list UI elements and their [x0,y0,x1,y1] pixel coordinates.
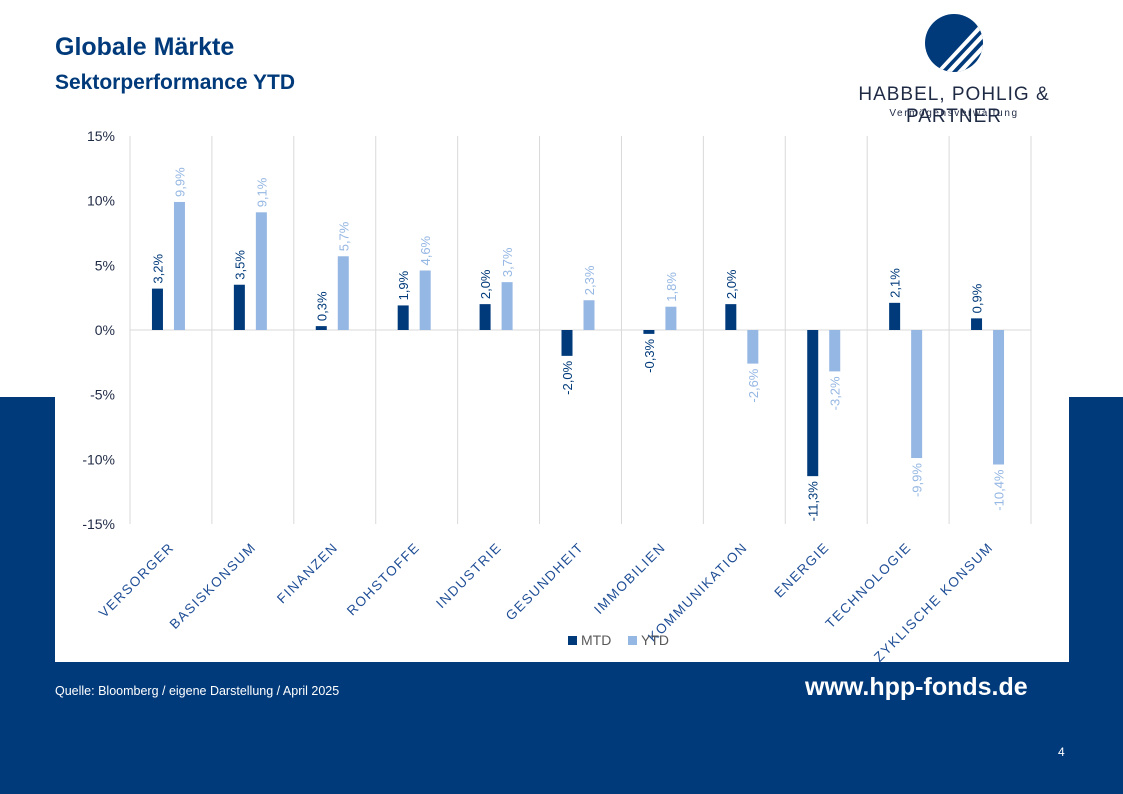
y-tick-label: -10% [82,451,115,467]
data-label-ytd: -2,6% [746,368,761,402]
bar-mtd [725,304,737,330]
x-category-label: GESUNDHEIT [503,540,587,624]
x-category-label: ROHSTOFFE [344,540,423,619]
data-label-mtd: -0,3% [642,338,657,372]
data-label-mtd: 1,9% [396,270,411,300]
data-label-ytd: 2,3% [582,265,597,295]
bar-ytd [255,212,267,330]
y-tick-label: 10% [87,193,115,209]
x-category-label: BASISKONSUM [167,540,259,632]
y-tick-label: 0% [95,322,115,338]
data-label-mtd: 0,3% [314,291,329,321]
data-label-ytd: -9,9% [910,463,925,497]
bar-mtd [561,330,573,356]
bar-mtd [971,318,983,330]
bar-mtd [889,302,901,330]
x-category-label: ENERGIE [771,540,832,601]
logo-company-name: HABBEL, POHLIG & PARTNER [858,84,1050,127]
x-category-label: FINANZEN [274,540,341,607]
bar-mtd [807,330,819,477]
bar-ytd [993,330,1005,465]
data-label-mtd: 2,0% [478,269,493,299]
bar-ytd [583,300,595,330]
y-tick-label: -5% [90,387,115,403]
data-label-ytd: 4,6% [418,235,433,265]
data-label-ytd: 1,8% [664,272,679,302]
data-label-ytd: 9,9% [172,167,187,197]
legend-swatch-ytd [628,636,637,645]
bar-mtd [643,330,655,334]
y-tick-label: -15% [82,516,115,532]
data-label-mtd: 2,0% [724,269,739,299]
x-category-label: INDUSTRIE [433,540,505,612]
bar-mtd [315,326,327,330]
bar-ytd [173,201,185,330]
x-category-label: IMMOBILIEN [591,540,668,617]
data-label-mtd: 2,1% [888,268,903,298]
legend-label-mtd: MTD [581,632,611,648]
logo-tagline: Vermögensverwaltung [889,108,1019,119]
data-label-mtd: 0,9% [970,283,985,313]
x-category-label: TECHNOLOGIE [822,540,914,632]
bar-mtd [397,305,409,330]
data-label-mtd: 3,2% [150,254,165,284]
bar-ytd [665,306,677,330]
bar-ytd [419,270,431,330]
data-label-mtd: -2,0% [560,360,575,394]
bar-mtd [479,304,491,330]
y-tick-label: 15% [87,128,115,144]
data-label-mtd: -11,3% [806,481,821,522]
slide-title: Globale Märkte [55,33,235,61]
x-category-label: VERSORGER [96,540,177,621]
bar-mtd [151,288,163,330]
data-label-ytd: -3,2% [828,376,843,410]
data-label-ytd: 3,7% [500,247,515,277]
legend-label-ytd: YTD [641,632,669,648]
website-url[interactable]: www.hpp-fonds.de [805,673,1028,701]
bar-mtd [233,284,245,330]
data-label-ytd: 5,7% [336,221,351,251]
bar-ytd [501,282,513,330]
data-label-ytd: -10,4% [992,469,1007,511]
data-label-ytd: 9,1% [254,177,269,207]
source-note: Quelle: Bloomberg / eigene Darstellung /… [55,684,340,698]
bar-ytd [829,330,841,372]
legend-swatch-mtd [568,636,577,645]
y-tick-label: 5% [95,257,115,273]
logo-emblem-icon [925,14,983,72]
bar-ytd [911,330,923,459]
data-label-mtd: 3,5% [232,250,247,280]
company-logo: HABBEL, POHLIG & PARTNER Vermögensverwal… [834,12,1074,127]
slide-subtitle: Sektorperformance YTD [55,71,296,94]
page-number: 4 [1058,745,1065,759]
bar-ytd [747,330,759,364]
bar-ytd [337,256,349,330]
